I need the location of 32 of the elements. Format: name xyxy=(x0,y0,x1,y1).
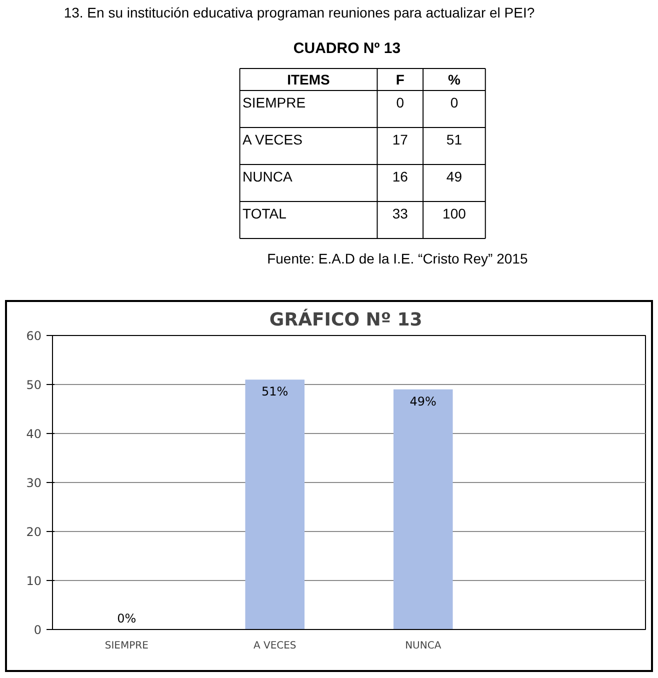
text: 13. En su institución educativa programan reuniones para actualizar el PEI? xyxy=(64,4,535,20)
x-tick-label: SIEMPRE xyxy=(104,640,148,652)
chart-title: GRÁFICO Nº 13 xyxy=(269,308,422,330)
text: SIEMPRE xyxy=(242,94,306,110)
data-label: 49% xyxy=(410,394,436,408)
data-label: 51% xyxy=(262,384,288,399)
text: A VECES xyxy=(242,132,302,148)
y-tick-label: 60 xyxy=(26,329,42,343)
text: 100 xyxy=(442,206,466,222)
y-tick-label: 20 xyxy=(26,525,42,539)
text: 33 xyxy=(392,206,408,222)
text: 0 xyxy=(396,94,404,110)
data-label: 0% xyxy=(117,612,136,626)
text: 16 xyxy=(392,168,408,184)
y-tick-label: 10 xyxy=(26,574,42,588)
text: 17 xyxy=(392,132,408,148)
y-tick-label: 30 xyxy=(26,476,42,490)
text: % xyxy=(448,72,461,88)
source-note: Fuente: E.A.D de la I.E. “Cristo Rey” 2015 xyxy=(267,250,528,266)
x-tick-label: NUNCA xyxy=(405,640,442,652)
text: 0 xyxy=(450,94,458,110)
text: NUNCA xyxy=(242,168,293,184)
text: CUADRO Nº 13 xyxy=(293,40,401,57)
y-tick-label: 50 xyxy=(26,378,42,392)
text: 49 xyxy=(446,168,462,184)
y-tick-label: 0 xyxy=(34,623,42,637)
y-tick-label: 40 xyxy=(26,427,42,441)
text: 51 xyxy=(446,132,462,148)
text: F xyxy=(396,72,405,88)
text: ITEMS xyxy=(287,72,330,88)
x-tick-label: A VECES xyxy=(253,640,296,652)
text: TOTAL xyxy=(242,206,287,222)
